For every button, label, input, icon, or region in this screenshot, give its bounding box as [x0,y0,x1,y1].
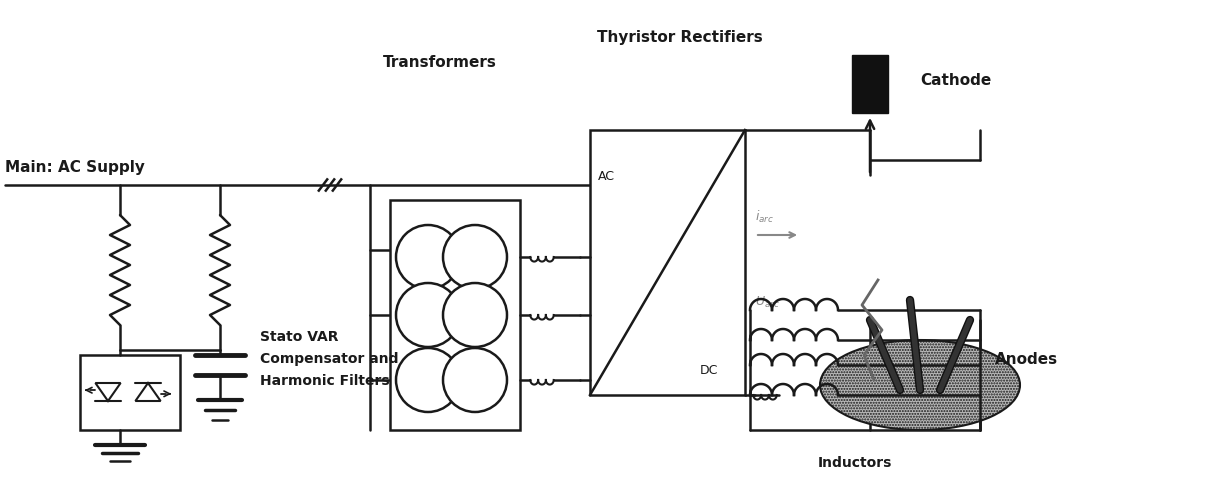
Text: Thyristor Rectifiers: Thyristor Rectifiers [598,30,763,45]
Text: Cathode: Cathode [920,72,991,88]
Bar [390,200,520,430]
Circle shape [396,348,460,412]
Text: Harmonic Filters: Harmonic Filters [260,374,390,388]
Text: Inductors: Inductors [818,456,892,470]
Text: $i_{arc}$: $i_{arc}$ [755,209,774,225]
Text: $U_{arc}$: $U_{arc}$ [755,295,780,310]
Circle shape [396,225,460,289]
Bar [590,130,745,395]
Bar [80,355,180,430]
Text: Anodes: Anodes [995,353,1058,367]
Bar [852,55,888,113]
Text: Compensator and: Compensator and [260,352,399,366]
Text: AC: AC [598,170,615,183]
Text: Stato VAR: Stato VAR [260,330,339,344]
Text: Transformers: Transformers [383,55,497,70]
Circle shape [443,225,507,289]
Circle shape [443,283,507,347]
Circle shape [443,348,507,412]
Ellipse shape [820,340,1020,430]
Text: DC: DC [699,364,718,377]
Circle shape [396,283,460,347]
Text: Main: AC Supply: Main: AC Supply [5,160,145,175]
